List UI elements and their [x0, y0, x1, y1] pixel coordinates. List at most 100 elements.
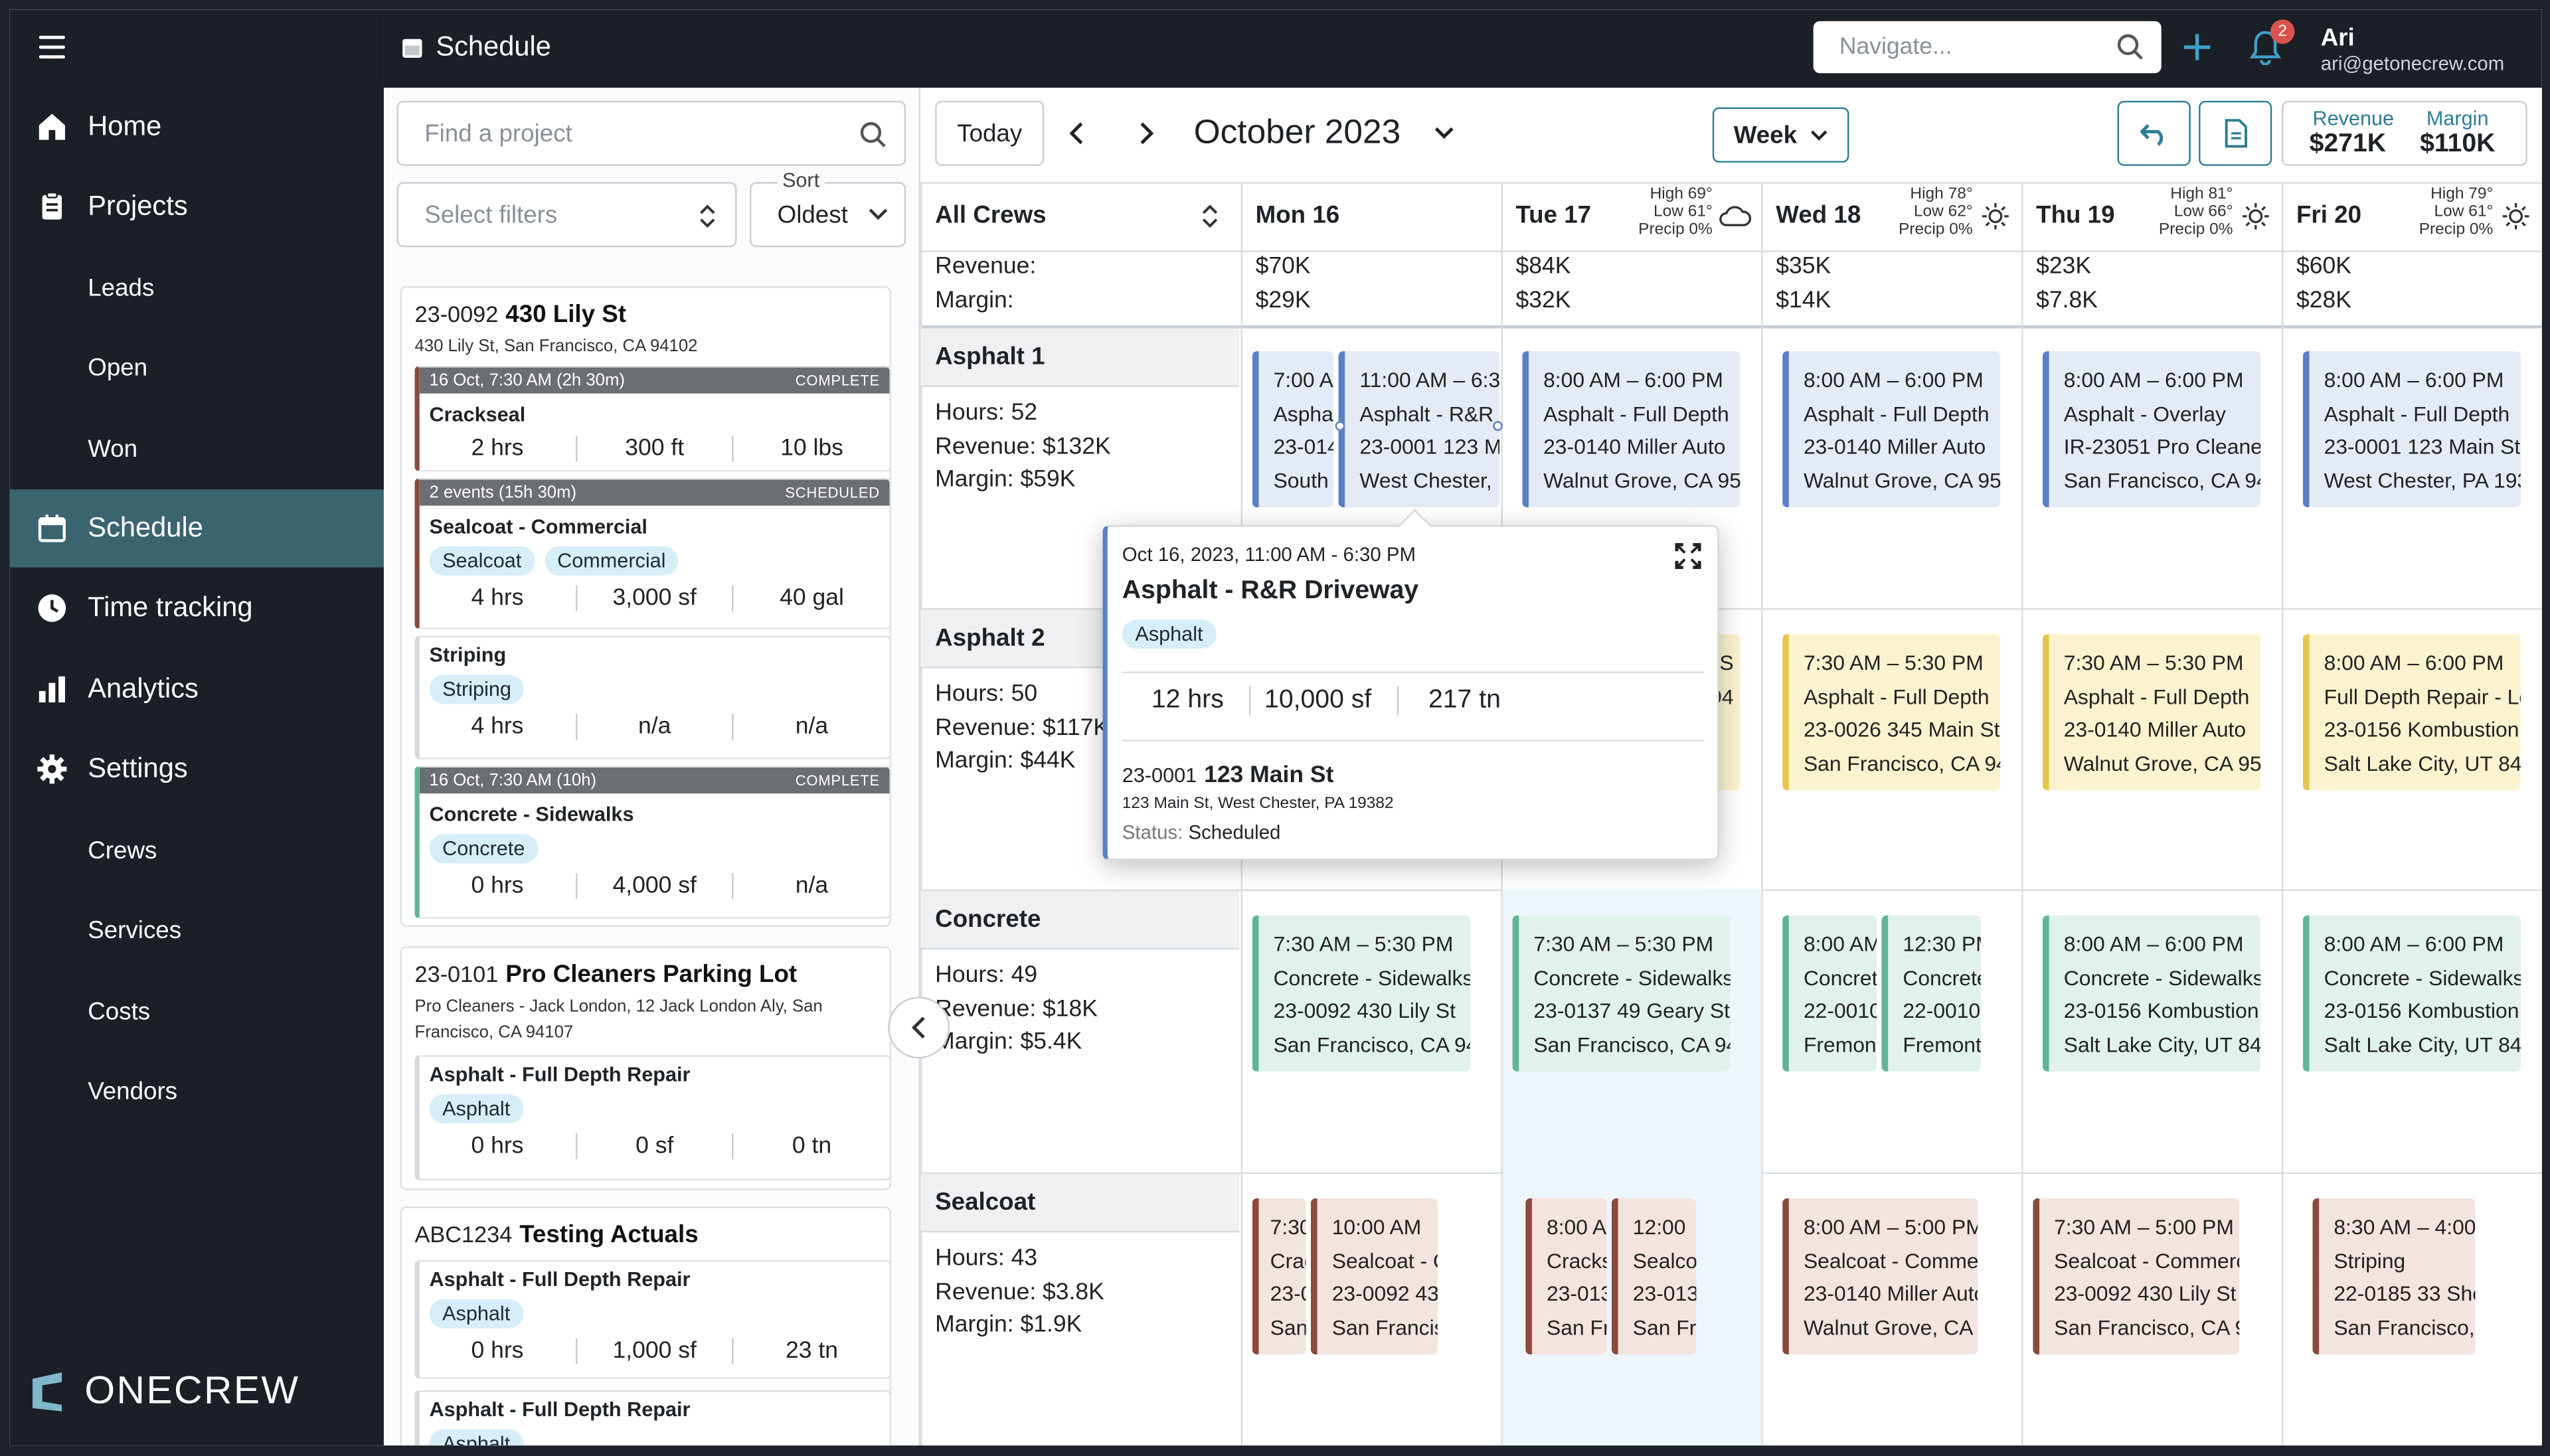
event-service: Asphalt - Full Depth: [2324, 400, 2510, 426]
schedule-event[interactable]: 8:00 AM – 6:00 PM Asphalt - Full Depth 23-…: [1522, 351, 1741, 508]
schedule-event[interactable]: 8:30 AM – 4:00 PM Striping 22-0185 33 Shor…: [2312, 1198, 2476, 1355]
sun-icon: [2502, 202, 2529, 230]
nav-projects[interactable]: Projects: [10, 167, 384, 246]
day-header[interactable]: Tue 17 High 69° Low 61° Precip 0%: [1501, 182, 1761, 250]
day-header[interactable]: Fri 20 High 79° Low 61° Precip 0%: [2282, 182, 2542, 250]
day-revenue: $70K: [1255, 254, 1311, 280]
event-service: Asphalt - Overlay: [2063, 400, 2226, 426]
schedule-event[interactable]: 12:00 Sealcoat 23-0137 San Fra: [1611, 1198, 1697, 1355]
service-event[interactable]: 2 events (15h 30m) SCHEDULED Sealcoat - C…: [414, 478, 890, 629]
nav-analytics[interactable]: Analytics: [10, 651, 384, 729]
resize-handle[interactable]: [1335, 421, 1345, 431]
stat-quantity: 4,000 sf: [577, 873, 734, 900]
crew-name[interactable]: Concrete: [920, 891, 1240, 950]
undo-button[interactable]: [2117, 100, 2191, 166]
crews-filter[interactable]: All Crews: [920, 182, 1240, 250]
chevron-right-icon[interactable]: [1137, 120, 1156, 146]
undo-icon: [2139, 123, 2162, 146]
search-icon[interactable]: [2116, 33, 2145, 62]
project-card[interactable]: 23-0092 430 Lily St 430 Lily St, San Fra…: [400, 286, 892, 927]
sort-arrows-icon: [1202, 204, 1218, 228]
nav-settings[interactable]: Settings: [10, 730, 384, 809]
user-name[interactable]: Ari: [2320, 24, 2355, 52]
day-header[interactable]: Thu 19 High 81° Low 66° Precip 0%: [2021, 182, 2282, 250]
project-card[interactable]: ABC1234 Testing Actuals Asphalt - Full D…: [400, 1206, 892, 1446]
view-select[interactable]: Week: [1712, 107, 1849, 163]
service-event[interactable]: Striping Striping 4 hrs n/a n/a: [414, 635, 890, 760]
service-event[interactable]: Asphalt - Full Depth Repair Asphalt 0 hr…: [414, 1259, 890, 1379]
schedule-event[interactable]: 8:00 AM – 6:00 PM Concrete - Sidewalks 23-…: [2042, 915, 2261, 1072]
nav-crews[interactable]: Crews: [10, 811, 384, 890]
logo-mark-icon: [32, 1372, 62, 1412]
nav-home[interactable]: Home: [10, 88, 384, 166]
event-time: 7:30 AM – 5:30 PM: [1533, 931, 1714, 957]
nav-costs[interactable]: Costs: [10, 973, 384, 1051]
schedule-event[interactable]: 8:00 AM – 6:00 PM Asphalt - Full Depth 23-…: [2302, 351, 2521, 508]
navigate-input[interactable]: Navigate...: [1813, 21, 2162, 74]
schedule-event[interactable]: 10:00 AM Sealcoat - Commercial 23-0092 430…: [1310, 1198, 1438, 1355]
nav-time-tracking[interactable]: Time tracking: [10, 569, 384, 647]
clipboard-icon: [42, 191, 62, 220]
service-event[interactable]: 16 Oct, 7:30 AM (10h) COMPLETE Concrete -…: [414, 766, 890, 919]
crew-name[interactable]: Sealcoat: [920, 1174, 1240, 1233]
event-location: West Chester, PA 19382: [2324, 467, 2521, 492]
schedule-event[interactable]: 8:00 AM Crackseal 23-0137 San Fra: [1525, 1198, 1607, 1355]
schedule-event-selected[interactable]: 11:00 AM – 6:30 PM Asphalt - R&R Driveway…: [1338, 351, 1499, 508]
event-project: 23-0092 430 Lily: [1331, 1281, 1438, 1306]
report-button[interactable]: [2199, 100, 2272, 166]
service-event[interactable]: Asphalt - Full Depth Repair Asphalt 0 hr…: [414, 1055, 890, 1180]
chevron-down-icon[interactable]: [1434, 127, 1454, 140]
menu-icon[interactable]: [39, 35, 65, 59]
schedule-event[interactable]: 8:00 AM – 6:00 PM Asphalt - Overlay IR-230…: [2042, 351, 2261, 508]
find-project-input[interactable]: Find a project: [396, 100, 906, 166]
today-button[interactable]: Today: [935, 100, 1045, 166]
schedule-event[interactable]: 7:30 AM – 5:30 PM Concrete - Sidewalks 23-…: [1252, 915, 1470, 1072]
tag: Striping: [429, 675, 525, 704]
day-header[interactable]: Mon 16: [1241, 182, 1501, 250]
popup-project[interactable]: 23-0001 123 Main St: [1122, 761, 1334, 790]
schedule-event[interactable]: 7:30 AM – 5:30 PM Asphalt - Full Depth 23-…: [1782, 634, 2001, 791]
schedule-event[interactable]: 8:00 AM – 5:00 PM Sealcoat - Commercial 23…: [1782, 1198, 1978, 1355]
schedule-event[interactable]: 8:00 AM – 6:00 PM Concrete - Sidewalks 23-…: [2302, 915, 2521, 1072]
day-header[interactable]: Wed 18 High 78° Low 62° Precip 0%: [1761, 182, 2021, 250]
event-time: 8:00 AM: [1803, 931, 1877, 957]
resize-handle[interactable]: [1493, 421, 1503, 431]
search-icon[interactable]: [859, 120, 888, 149]
schedule-event[interactable]: 7:30 Crackseal 23-0092 San: [1252, 1198, 1306, 1355]
service-event[interactable]: 16 Oct, 7:30 AM (2h 30m) COMPLETE Crackse…: [414, 366, 890, 472]
schedule-event[interactable]: 8:00 AM – 6:00 PM Full Depth Repair - Lot…: [2302, 634, 2521, 791]
sort-value: Oldest: [777, 201, 848, 229]
stat-material: 23 tn: [785, 1338, 838, 1364]
schedule-event[interactable]: 8:00 AM – 6:00 PM Asphalt - Full Depth 23-…: [1782, 351, 2001, 508]
nav-vendors[interactable]: Vendors: [10, 1052, 384, 1131]
sort-select[interactable]: Sort Oldest: [749, 169, 906, 248]
service-event[interactable]: Asphalt - Full Depth Repair Asphalt: [414, 1390, 890, 1446]
plus-icon[interactable]: [2181, 31, 2213, 64]
schedule-event[interactable]: 12:30 PM Concrete 22-0010 Fremont,: [1881, 915, 1981, 1072]
month-label[interactable]: October 2023: [1193, 114, 1401, 151]
event-location: West Chester, PA: [1359, 467, 1499, 492]
project-card[interactable]: 23-0101 Pro Cleaners Parking Lot Pro Cle…: [400, 946, 892, 1190]
schedule-event[interactable]: 7:30 AM – 5:30 PM Asphalt - Full Depth 23-…: [2042, 634, 2261, 791]
chevron-left-icon[interactable]: [1067, 120, 1086, 146]
event-location: San Francisco, CA 94107: [2063, 467, 2260, 492]
schedule-event[interactable]: 7:30 AM – 5:00 PM Sealcoat - Commercial 23…: [2033, 1198, 2240, 1355]
schedule-event[interactable]: 8:00 AM Concrete 22-0010 Fremont: [1782, 915, 1877, 1072]
nav-services[interactable]: Services: [10, 891, 384, 969]
select-filters[interactable]: Select filters: [396, 182, 737, 248]
stat-hours: 0 hrs: [420, 1338, 577, 1364]
event-title: Asphalt - Full Depth Repair: [429, 1398, 691, 1421]
nav-won[interactable]: Won: [10, 410, 384, 488]
revenue-label: Revenue: [2312, 107, 2395, 130]
weather-low: Low 61°: [2434, 203, 2494, 222]
day-label: Wed 18: [1776, 201, 1861, 230]
crew-name[interactable]: Asphalt 1: [920, 328, 1240, 387]
project-name: Pro Cleaners Parking Lot: [505, 961, 798, 989]
nav-leads[interactable]: Leads: [10, 249, 384, 327]
collapse-panel-button[interactable]: [888, 997, 950, 1059]
nav-schedule[interactable]: Schedule: [9, 489, 384, 568]
schedule-event[interactable]: 7:30 AM – 5:30 PM Concrete - Sidewalks 23-…: [1512, 915, 1731, 1072]
expand-icon[interactable]: [1675, 542, 1701, 570]
schedule-event[interactable]: 7:00 AM Asphalt 23-0140 South: [1252, 351, 1334, 508]
nav-open[interactable]: Open: [10, 329, 384, 407]
